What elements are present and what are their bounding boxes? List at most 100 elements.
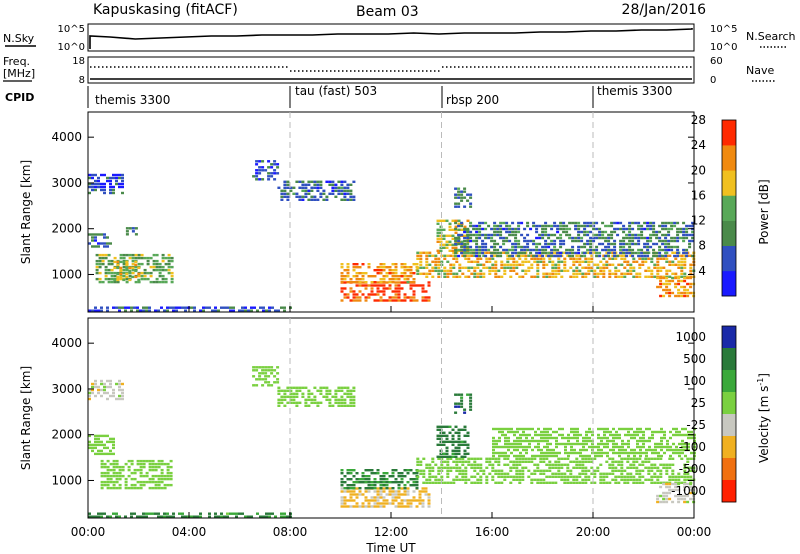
velocity-colorbar: 1000 500 100 25 -25 -100 -500 -1000 [671,325,737,503]
power-y-axis-label: Slant Range [km] [19,160,33,264]
power-echo-region [88,306,292,312]
date-label: 28/Jan/2016 [622,2,707,18]
nsky-label: N.Sky [3,32,35,45]
power-echo-region [125,227,138,236]
power-colorbar: 4 8 12 16 20 24 28 [691,113,737,297]
velocity-colorbar-tick: 1000 [675,330,706,344]
cpid-segment-2: tau (fast) 503 [295,84,377,98]
cpid-label: CPID [5,91,34,104]
time-tick-label: 16:00 [475,525,510,539]
velocity-colorbar-swatch [722,458,736,481]
velocity-echo-region [88,434,115,456]
freq-panel: Freq. [MHz] 18 8 60 0 Nave [3,55,776,86]
velocity-y-axis: 1000 2000 3000 4000 [51,336,694,487]
power-colorbar-tick: 16 [691,188,706,202]
velocity-colorbar-tick: -25 [686,418,706,432]
power-colorbar-tick: 8 [698,239,706,253]
power-y-tick-label: 3000 [51,176,82,190]
velocity-echo-region [277,386,356,407]
velocity-colorbar-tick: -100 [679,440,706,454]
power-echo-region [454,187,473,208]
velocity-echo-region [492,427,696,458]
velocity-echo-region [88,512,292,518]
velocity-echo-region [340,469,419,490]
power-echo-region [454,221,695,258]
velocity-echo-layer [88,366,696,518]
freq-tick-bottom: 8 [79,75,85,86]
power-colorbar-label: Power [dB] [757,179,771,244]
velocity-time-gridlines [289,318,594,518]
power-echo-region [88,173,124,195]
power-y-tick-label: 1000 [51,267,82,281]
time-tick-label: 04:00 [172,525,207,539]
nsky-tick-bottom: 10^0 [58,42,85,53]
velocity-colorbar-swatch [722,392,736,415]
cpid-segment-3: rbsp 200 [446,93,499,107]
velocity-y-tick-label: 4000 [51,336,82,350]
power-panel: 1000 2000 3000 4000 Slant Range [km] 4 8 12 16… [19,111,771,313]
freq-unit: [MHz] [3,67,35,80]
velocity-y-axis-label: Slant Range [km] [19,366,33,470]
beam-label: Beam 03 [356,4,419,20]
velocity-y-tick-label: 3000 [51,382,82,396]
velocity-y-tick-label: 2000 [51,428,82,442]
power-y-tick-label: 4000 [51,130,82,144]
nave-series-line [90,66,692,72]
power-y-axis: 1000 2000 3000 4000 [51,130,694,281]
power-echo-region [340,263,419,284]
power-colorbar-swatch [722,220,736,247]
power-colorbar-swatch [722,245,736,272]
power-echo-region [656,276,696,298]
velocity-colorbar-swatch [722,436,736,459]
power-echo-region [277,180,356,201]
power-echo-region [113,260,141,282]
nave-tick-top: 60 [710,56,723,67]
power-echo-layer [88,160,696,312]
velocity-echo-region [416,457,696,484]
nave-tick-bottom: 0 [710,75,716,86]
velocity-echo-region [252,366,280,387]
nsky-series-line [89,28,693,49]
power-colorbar-swatch [722,270,736,297]
time-axis: 00:00 04:00 08:00 12:00 16:00 20:00 00:00 [71,306,712,539]
freq-tick-top: 18 [72,56,85,67]
time-tick-label: 12:00 [374,525,409,539]
velocity-colorbar-swatch [722,326,736,349]
power-colorbar-tick: 20 [691,163,706,177]
time-tick-label: 00:00 [677,525,712,539]
velocity-colorbar-tick: -1000 [671,484,706,498]
power-colorbar-tick: 12 [691,214,706,228]
freq-label: Freq. [3,55,30,68]
velocity-y-tick-label: 1000 [51,473,82,487]
time-tick-label: 20:00 [576,525,611,539]
velocity-colorbar-label: Velocity [m s-1] [756,373,771,463]
cpid-segment-1: themis 3300 [95,93,170,107]
time-tick-label: 00:00 [71,525,106,539]
power-echo-region [340,281,431,302]
nsearch-label: N.Search [746,30,796,43]
power-time-gridlines [289,112,594,312]
nsearch-tick-top: 10^5 [710,24,737,35]
power-colorbar-swatch [722,195,736,221]
cpid-bar: CPID themis 3300 tau (fast) 503 rbsp 200… [5,84,672,108]
nsky-tick-top: 10^5 [58,24,85,35]
velocity-echo-region [340,487,431,508]
power-echo-region [252,160,280,181]
power-colorbar-swatch [722,145,736,171]
nave-label: Nave [746,64,774,77]
power-colorbar-swatch [722,120,736,146]
nsky-panel: N.Sky 10^5 10^0 10^5 10^0 N.Search [3,23,796,53]
velocity-echo-region [100,459,173,490]
power-y-tick-label: 2000 [51,222,82,236]
time-tick-label: 08:00 [273,525,308,539]
time-axis-label: Time UT [365,541,416,554]
power-colorbar-swatch [722,170,736,196]
velocity-panel: 1000 2000 3000 4000 Slant Range [km] 1000 50… [19,317,771,519]
station-title: Kapuskasing (fitACF) [93,2,238,18]
velocity-colorbar-swatch [722,480,736,503]
power-echo-region [88,233,112,248]
velocity-colorbar-tick: 100 [683,374,706,388]
power-colorbar-tick: 28 [691,113,706,127]
power-echo-region [95,253,174,284]
